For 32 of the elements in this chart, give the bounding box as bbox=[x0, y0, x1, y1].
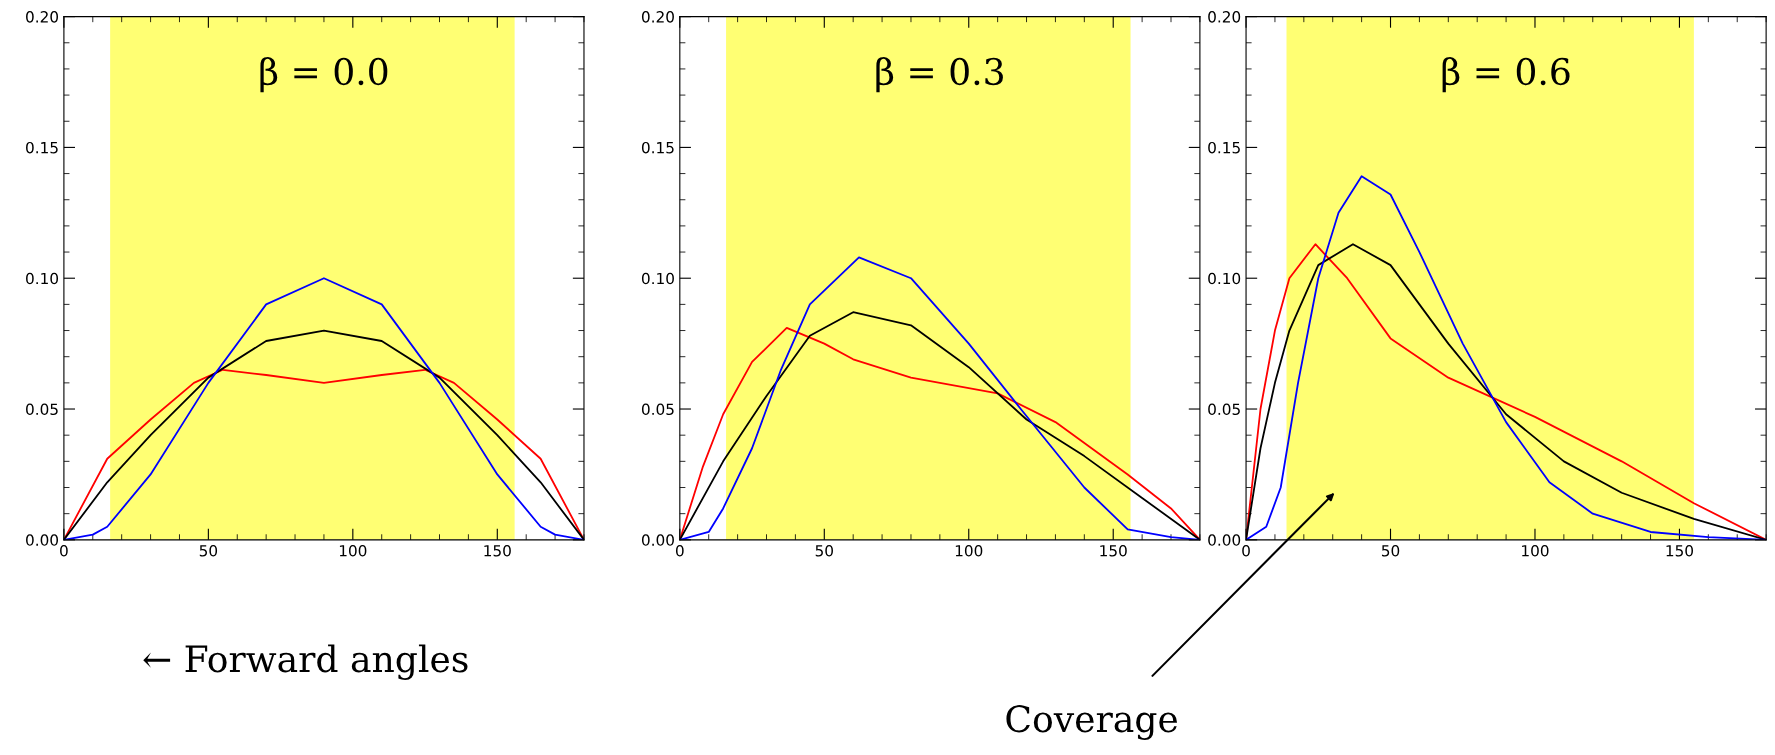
x-tick-label: 150 bbox=[1100, 544, 1127, 557]
y-tick-label: 0.15 bbox=[26, 141, 58, 154]
y-tick-label: 0.05 bbox=[1208, 403, 1240, 416]
text: β = 0.6 bbox=[1442, 57, 1570, 93]
y-tick-label: 0.10 bbox=[641, 272, 674, 285]
text: β = 0.0 bbox=[260, 57, 388, 93]
y-tick-label: 0.10 bbox=[1208, 272, 1241, 285]
x-tick-label: 100 bbox=[1522, 544, 1549, 557]
y-tick-label: 0.00 bbox=[641, 534, 674, 546]
y-tick-label: 0.15 bbox=[1208, 141, 1240, 154]
x-tick-label: 0 bbox=[60, 544, 68, 557]
y-tick-label: 0.05 bbox=[26, 403, 58, 416]
x-tick-label: 50 bbox=[199, 544, 218, 557]
y-tick-label: 0.15 bbox=[641, 141, 674, 154]
x-tick-label: 0 bbox=[1242, 544, 1250, 557]
y-tick-label: 0.20 bbox=[26, 11, 59, 23]
y-tick-label: 0.20 bbox=[1208, 11, 1241, 23]
x-tick-label: 100 bbox=[955, 544, 983, 557]
x-tick-label: 100 bbox=[339, 544, 367, 557]
x-tick-label: 50 bbox=[1381, 544, 1400, 557]
x-tick-label: 150 bbox=[484, 544, 511, 557]
y-tick-label: 0.00 bbox=[1208, 534, 1241, 546]
x-tick-label: 0 bbox=[675, 544, 684, 557]
text: ← Forward angles bbox=[143, 644, 468, 680]
text: Coverage bbox=[1006, 705, 1178, 740]
text: β = 0.3 bbox=[876, 57, 1003, 93]
y-tick-label: 0.20 bbox=[641, 11, 674, 23]
y-tick-label: 0.10 bbox=[26, 272, 59, 285]
y-tick-label: 0.00 bbox=[26, 534, 59, 546]
x-tick-label: 50 bbox=[815, 544, 833, 557]
x-tick-label: 150 bbox=[1666, 544, 1694, 557]
y-tick-label: 0.05 bbox=[641, 403, 674, 416]
